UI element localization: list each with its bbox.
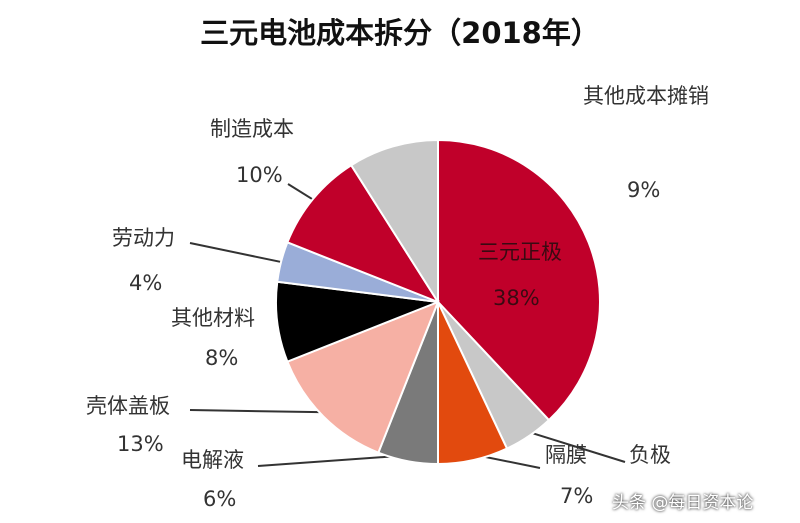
pie-slice-8 [349,138,439,306]
label-other-materials: 其他材料 [171,306,255,330]
value-casing: 13% [117,432,164,456]
value-separator: 7% [560,484,594,508]
label-casing: 壳体盖板 [86,394,170,418]
leader-line-6 [189,242,288,265]
leader-lines [189,183,626,469]
label-cathode: 三元正极 [478,240,562,264]
pie-slice-7 [286,163,441,305]
value-other-amortization: 9% [627,178,661,202]
value-manufacturing-cost: 10% [236,163,283,187]
pie-slice-4 [286,300,440,454]
leader-line-4 [189,409,328,414]
label-separator: 隔膜 [545,443,587,467]
leader-line-3 [257,454,409,467]
label-labor: 劳动力 [112,226,175,250]
value-other-materials: 8% [205,346,239,370]
pie-slice-0 [437,138,601,422]
label-other-amortization: 其他成本摊销 [583,84,709,108]
chart-title: 三元电池成本拆分（2018年） [200,16,600,50]
watermark: 头条 @每日资本论 [612,493,754,513]
value-cathode: 38% [493,286,540,310]
value-electrolyte: 6% [203,487,237,511]
label-anode: 负极 [629,443,671,467]
value-labor: 4% [129,271,163,295]
label-manufacturing-cost: 制造成本 [210,117,294,141]
label-electrolyte: 电解液 [181,448,244,472]
pie-slices [275,138,601,466]
leader-line-1 [525,430,626,463]
